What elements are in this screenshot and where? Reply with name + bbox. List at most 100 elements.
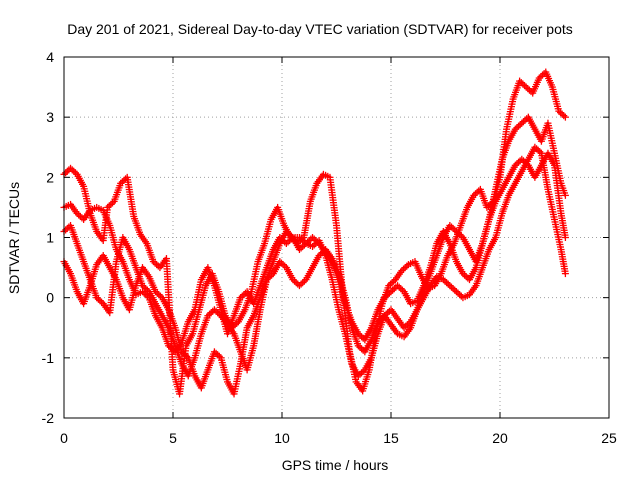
- data-point: [210, 306, 218, 314]
- data-point-fill: [286, 230, 294, 238]
- x-tick-label: 15: [383, 430, 399, 446]
- data-point: [561, 270, 569, 278]
- data-point-fill: [451, 286, 459, 294]
- data-point-fill: [63, 224, 71, 232]
- data-point: [522, 83, 530, 91]
- data-point: [309, 243, 317, 251]
- x-tick-label: 0: [60, 430, 68, 446]
- y-tick-label: 1: [46, 230, 54, 246]
- data-point-fill: [305, 237, 313, 245]
- data-point-fill: [153, 289, 161, 297]
- data-point-fill: [539, 71, 547, 79]
- data-point-fill: [358, 345, 366, 353]
- data-point-fill: [454, 289, 462, 297]
- data-point: [511, 125, 519, 133]
- data-point: [400, 324, 408, 332]
- data-point-fill: [166, 343, 174, 351]
- data-point-fill: [384, 309, 392, 317]
- data-point-fill: [300, 241, 308, 249]
- data-point: [73, 209, 81, 217]
- data-point: [452, 288, 460, 296]
- y-tick-label: -1: [42, 350, 55, 366]
- data-point: [276, 258, 284, 266]
- data-point-fill: [107, 200, 115, 208]
- data-point-fill: [382, 292, 390, 300]
- data-point-fill: [105, 202, 113, 210]
- y-tick-label: -2: [42, 410, 55, 426]
- data-point-fill: [240, 291, 248, 299]
- data-point-fill: [310, 241, 318, 249]
- data-point-fill: [215, 352, 223, 360]
- data-point: [178, 348, 186, 356]
- data-point-fill: [443, 279, 451, 287]
- data-point-fill: [461, 271, 469, 279]
- data-point: [555, 107, 563, 115]
- data-point-fill: [297, 244, 305, 252]
- data-point-fill: [68, 166, 76, 174]
- data-point: [354, 342, 362, 350]
- data-point: [531, 143, 539, 151]
- data-point: [295, 246, 303, 254]
- data-point: [149, 258, 157, 266]
- data-point-fill: [297, 280, 305, 288]
- chart-title: Day 201 of 2021, Sidereal Day-to-day VTE…: [67, 21, 573, 37]
- data-point-fill: [471, 190, 479, 198]
- data-point-fill: [395, 283, 403, 291]
- data-point: [104, 203, 112, 211]
- data-point-fill: [356, 331, 364, 339]
- data-point-fill: [76, 212, 84, 220]
- data-point-fill: [310, 235, 318, 243]
- data-point-fill: [356, 343, 364, 351]
- data-point-fill: [447, 283, 455, 291]
- data-point: [67, 164, 75, 172]
- data-point-fill: [516, 121, 524, 129]
- data-point-fill: [523, 160, 531, 168]
- y-tick-label: 2: [46, 169, 54, 185]
- data-point-fill: [304, 238, 312, 246]
- data-point: [295, 234, 303, 241]
- data-point-fill: [388, 279, 396, 287]
- data-point-fill: [521, 116, 529, 124]
- x-tick-label: 20: [492, 430, 508, 446]
- data-point-fill: [389, 286, 397, 294]
- data-point-fill: [536, 148, 544, 156]
- data-point-fill: [292, 279, 300, 287]
- data-point-fill: [300, 277, 308, 285]
- data-point-fill: [441, 277, 449, 285]
- data-point-fill: [62, 226, 70, 234]
- data-point-fill: [444, 280, 452, 288]
- data-point-fill: [359, 367, 367, 375]
- y-tick-label: 4: [46, 49, 54, 65]
- data-point-fill: [312, 237, 320, 245]
- data-point-fill: [519, 118, 527, 126]
- data-point-fill: [456, 230, 464, 238]
- data-point-fill: [473, 188, 481, 196]
- data-point-fill: [462, 273, 470, 281]
- data-point-fill: [401, 264, 409, 272]
- data-point-fill: [519, 157, 527, 165]
- x-tick-labels: 0 5 10 15 20 25: [60, 430, 617, 446]
- data-point: [138, 288, 146, 296]
- data-point-fill: [156, 292, 164, 300]
- data-point-fill: [558, 110, 566, 118]
- tick-marks: [63, 56, 610, 419]
- data-point-fill: [279, 261, 287, 269]
- data-point-fill: [142, 285, 150, 293]
- data-point: [210, 348, 218, 356]
- data-point: [204, 312, 212, 320]
- data-point-fill: [513, 160, 521, 168]
- data-point-fill: [454, 229, 462, 237]
- data-point: [452, 227, 460, 235]
- data-point: [237, 294, 245, 302]
- data-point-fill: [63, 167, 71, 175]
- data-point-fill: [206, 310, 214, 318]
- data-point-fill: [299, 237, 307, 245]
- data-point: [561, 234, 569, 241]
- data-point: [394, 282, 402, 290]
- data-point-fill: [525, 86, 533, 94]
- data-point-fill: [457, 232, 465, 240]
- data-point: [446, 221, 454, 229]
- data-point-fill: [207, 309, 215, 317]
- data-point: [561, 113, 569, 121]
